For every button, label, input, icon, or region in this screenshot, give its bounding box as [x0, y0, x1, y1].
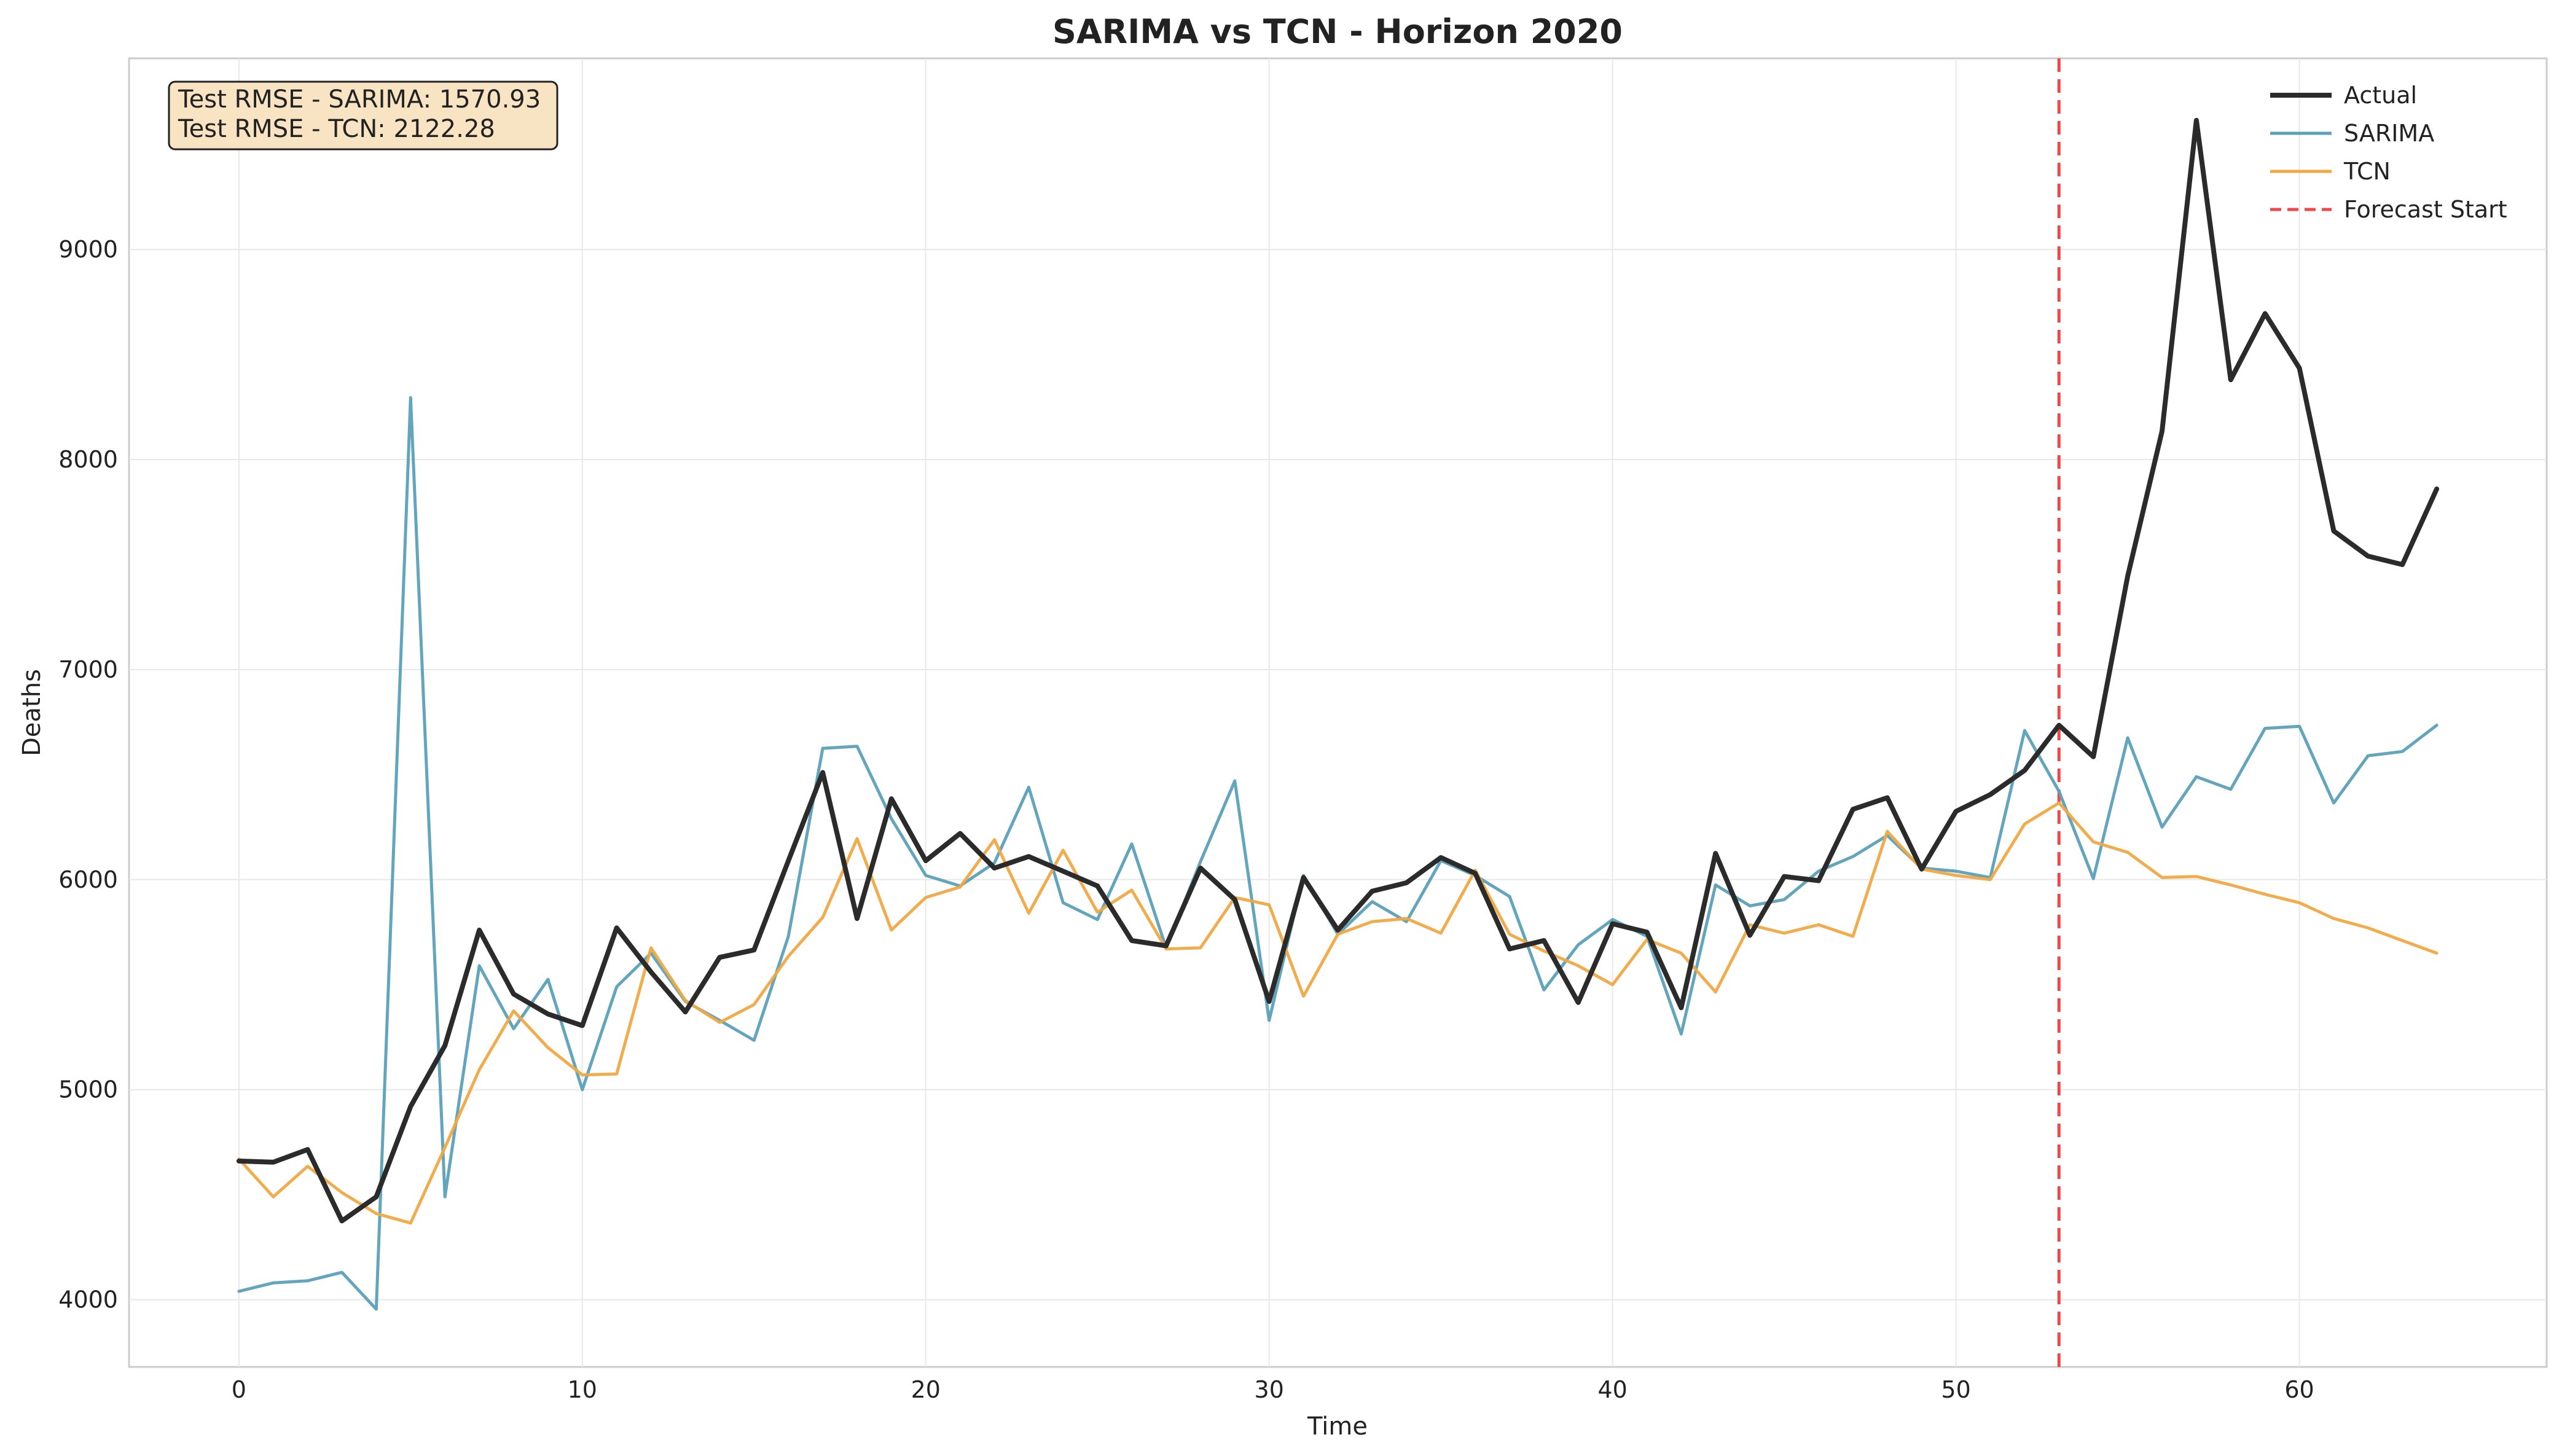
x-tick-label: 0: [232, 1376, 246, 1403]
legend-label: TCN: [2343, 158, 2391, 185]
plot-area: [128, 57, 2548, 1368]
grid: [129, 58, 2547, 1367]
legend-label: Forecast Start: [2344, 196, 2507, 223]
y-tick-label: 4000: [58, 1286, 118, 1313]
legend-label: SARIMA: [2344, 120, 2434, 147]
rmse-sarima-text: Test RMSE - SARIMA: 1570.93: [178, 85, 541, 114]
y-tick-label: 9000: [58, 236, 118, 263]
x-tick-label: 40: [1597, 1376, 1627, 1403]
tick-labels: 0 10 20 30 40 50 60 4000 5000 6000 7000 8000 9000: [58, 236, 2314, 1403]
x-tick-label: 20: [911, 1376, 941, 1403]
legend: Actual SARIMA TCN Forecast Start: [2270, 82, 2507, 223]
x-axis-label: Time: [1307, 1412, 1368, 1441]
y-axis-label: Deaths: [18, 669, 46, 756]
y-tick-label: 6000: [58, 866, 118, 893]
y-tick-label: 5000: [58, 1076, 118, 1103]
rmse-tcn-text: Test RMSE - TCN: 2122.28: [178, 115, 495, 143]
chart-title: SARIMA vs TCN - Horizon 2020: [1052, 12, 1623, 51]
legend-label: Actual: [2344, 82, 2417, 109]
y-tick-label: 7000: [58, 656, 118, 683]
series-line-actual: [236, 117, 2440, 1224]
rmse-box: [168, 80, 558, 151]
x-tick-label: 30: [1255, 1376, 1284, 1403]
x-tick-label: 50: [1941, 1376, 1970, 1403]
rmse-annotation: Test RMSE - SARIMA: 1570.93 Test RMSE - …: [168, 80, 558, 151]
y-tick-label: 8000: [58, 446, 118, 473]
series-layer: [236, 117, 2440, 1311]
x-tick-label: 60: [2284, 1376, 2314, 1403]
x-tick-label: 10: [568, 1376, 597, 1403]
series-line-tcn: [237, 801, 2439, 1225]
